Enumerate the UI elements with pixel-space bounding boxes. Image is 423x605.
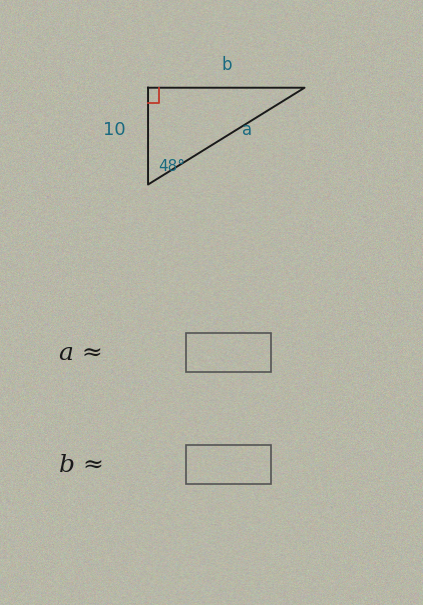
Text: 48°: 48° bbox=[158, 159, 185, 174]
Bar bbox=[186, 445, 271, 484]
Text: b ≈: b ≈ bbox=[59, 454, 104, 477]
Text: a: a bbox=[242, 121, 253, 139]
Text: 10: 10 bbox=[103, 121, 126, 139]
Bar bbox=[186, 333, 271, 372]
Text: b: b bbox=[221, 56, 231, 74]
Text: a ≈: a ≈ bbox=[59, 342, 103, 365]
